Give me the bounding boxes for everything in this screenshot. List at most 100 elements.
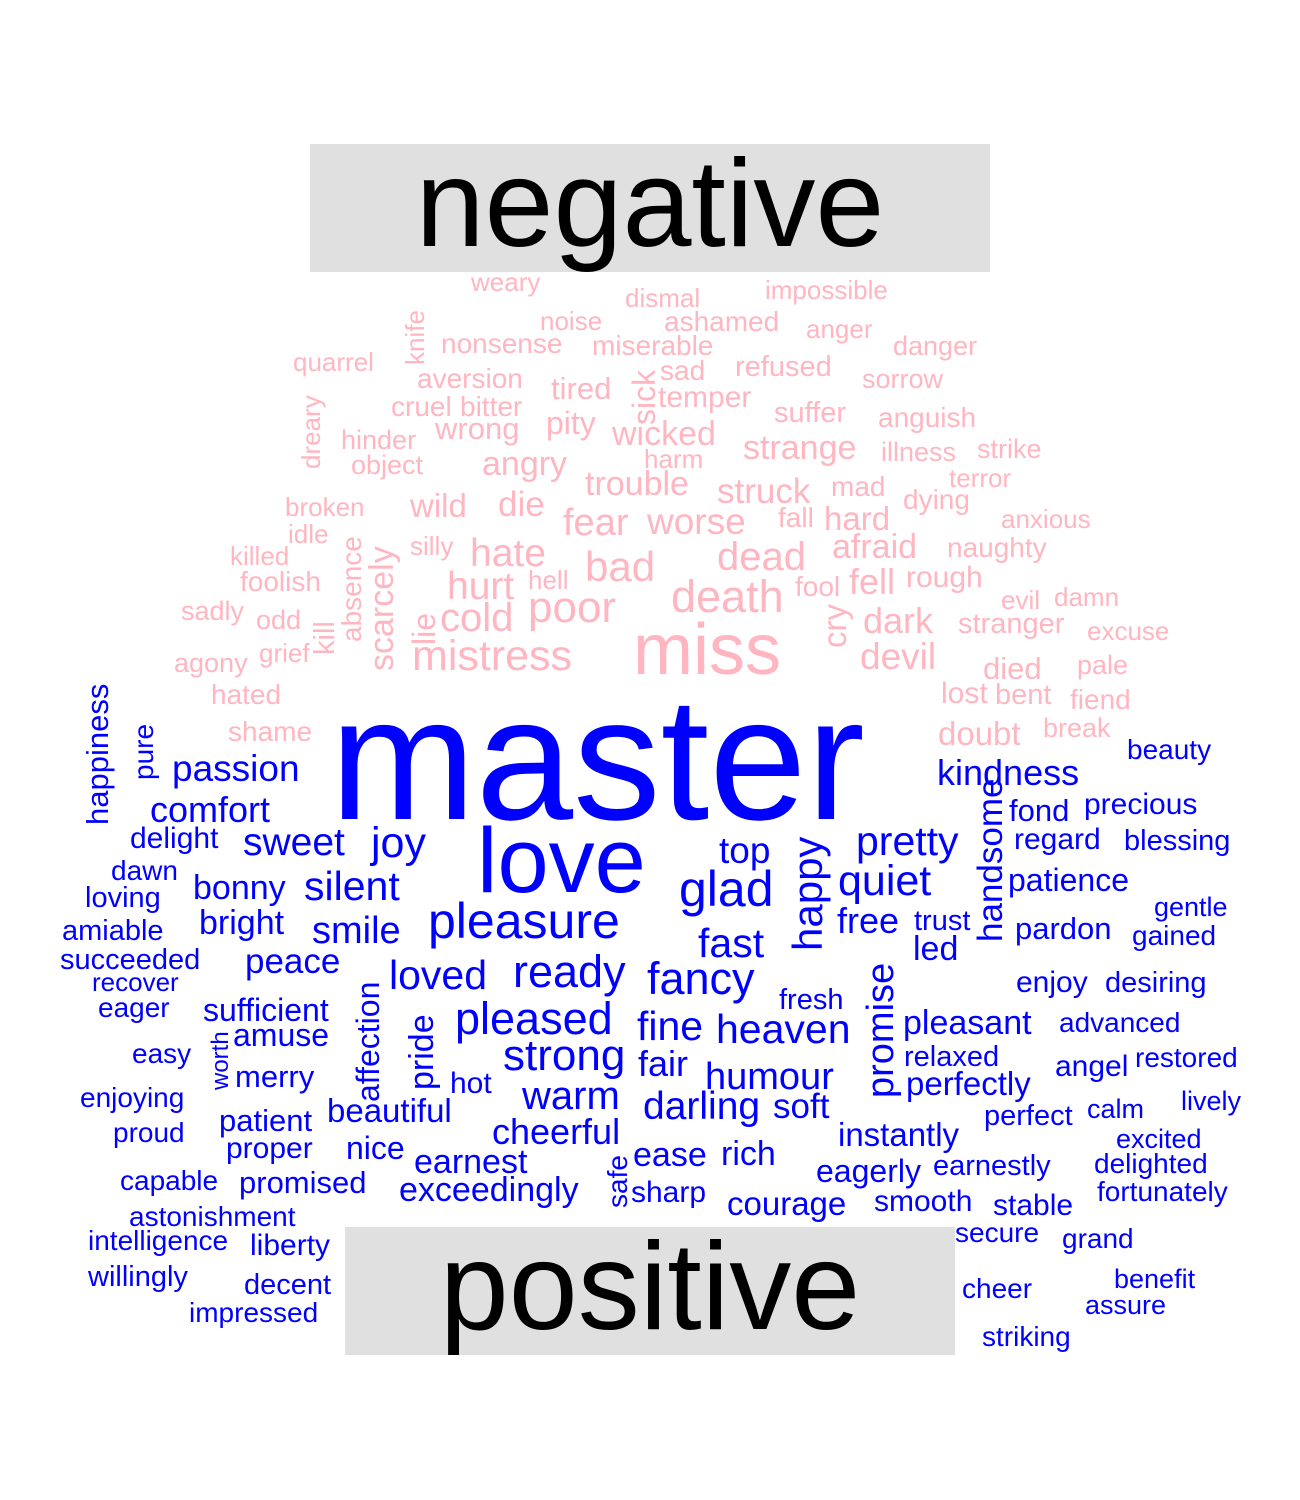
positive-word-happiness: happiness [80, 683, 115, 826]
positive-word-intelligence: intelligence [88, 1225, 229, 1256]
negative-word-died: died [983, 651, 1042, 686]
positive-word-patience: patience [1008, 862, 1129, 898]
positive-word-relaxed: relaxed [904, 1041, 1000, 1073]
negative-word-hate: hate [470, 532, 546, 575]
positive-word-blessing: blessing [1124, 825, 1231, 857]
negative-word-fall: fall [778, 502, 814, 533]
negative-word-wrong: wrong [435, 411, 520, 446]
negative-word-dead: dead [717, 535, 806, 579]
negative-word-pale: pale [1077, 650, 1129, 680]
negative-word-object: object [351, 450, 424, 480]
negative-word-hell: hell [528, 565, 569, 595]
negative-word-agony: agony [174, 648, 248, 678]
positive-word-capable: capable [120, 1165, 219, 1196]
negative-word-evil: evil [1001, 585, 1041, 615]
positive-word-pure: pure [128, 724, 159, 781]
positive-word-dawn: dawn [111, 855, 178, 886]
negative-word-aversion: aversion [417, 363, 523, 394]
positive-word-eager: eager [98, 992, 170, 1023]
positive-word-fast: fast [698, 920, 765, 966]
positive-word-hot: hot [450, 1067, 492, 1100]
positive-label: positive [345, 1227, 955, 1355]
positive-word-fair: fair [638, 1043, 689, 1084]
negative-word-knife: knife [400, 309, 430, 365]
negative-word-hinder: hinder [341, 425, 417, 455]
negative-word-fool: fool [795, 571, 841, 602]
positive-word-proud: proud [113, 1117, 185, 1148]
negative-word-strange: strange [743, 429, 857, 467]
positive-word-enjoying: enjoying [80, 1082, 185, 1113]
negative-word-rough: rough [906, 561, 983, 594]
negative-word-bent: bent [995, 679, 1052, 711]
positive-word-pretty: pretty [856, 818, 959, 864]
positive-word-safe: safe [602, 1155, 633, 1209]
negative-word-hurt: hurt [447, 565, 515, 608]
positive-word-peace: peace [245, 942, 341, 981]
positive-word-handsome: handsome [971, 778, 1010, 942]
positive-word-sufficient: sufficient [203, 992, 329, 1028]
negative-word-afraid: afraid [832, 528, 918, 566]
positive-word-fond: fond [1009, 793, 1070, 828]
negative-word-killed: killed [230, 541, 290, 571]
positive-word-fortunately: fortunately [1097, 1176, 1228, 1207]
negative-word-pity: pity [546, 405, 596, 441]
positive-word-free: free [837, 900, 900, 941]
negative-word-danger: danger [893, 331, 978, 361]
positive-word-liberty: liberty [250, 1229, 331, 1262]
positive-word-gentle: gentle [1154, 892, 1228, 922]
negative-word-bad: bad [585, 543, 656, 590]
positive-word-bright: bright [199, 904, 285, 942]
negative-word-scarcely: scarcely [363, 546, 401, 672]
negative-word-mistress: mistress [412, 632, 573, 680]
positive-word-angel: angel [1055, 1050, 1129, 1083]
negative-word-illness: illness [881, 437, 957, 467]
positive-word-fresh: fresh [779, 984, 844, 1016]
negative-word-death: death [671, 571, 784, 622]
negative-word-silly: silly [410, 531, 454, 561]
positive-word-merry: merry [235, 1059, 315, 1094]
positive-word-regard: regard [1014, 823, 1101, 856]
positive-word-excited: excited [1116, 1124, 1202, 1154]
negative-word-strike: strike [977, 434, 1042, 464]
positive-word-earnestly: earnestly [933, 1150, 1051, 1182]
positive-word-perfect: perfect [984, 1100, 1073, 1132]
positive-word-assure: assure [1085, 1290, 1167, 1320]
positive-word-fine: fine [637, 1003, 704, 1049]
positive-word-calm: calm [1087, 1094, 1145, 1124]
negative-word-ashamed: ashamed [664, 306, 780, 337]
positive-word-heaven: heaven [716, 1006, 851, 1052]
positive-label-text: positive [439, 1227, 861, 1355]
negative-word-cruel: cruel [391, 391, 452, 422]
positive-word-gained: gained [1132, 920, 1217, 951]
negative-word-bitter: bitter [460, 391, 523, 422]
negative-word-sorrow: sorrow [862, 364, 944, 394]
positive-word-decent: decent [244, 1269, 332, 1301]
positive-word-earnest: earnest [414, 1143, 528, 1181]
negative-word-worse: worse [647, 501, 746, 542]
negative-word-damn: damn [1054, 582, 1120, 612]
positive-word-top: top [719, 830, 771, 871]
positive-word-happy: happy [784, 836, 831, 952]
positive-word-glad: glad [679, 861, 774, 917]
positive-word-smooth: smooth [874, 1185, 973, 1218]
positive-word-passion: passion [172, 748, 300, 789]
positive-word-sweet: sweet [243, 821, 345, 864]
negative-word-shame: shame [228, 716, 313, 747]
negative-word-tired: tired [551, 371, 612, 406]
negative-word-impossible: impossible [765, 275, 888, 305]
positive-word-enjoy: enjoy [1016, 966, 1088, 999]
negative-word-fell: fell [849, 561, 896, 602]
positive-word-promise: promise [860, 963, 902, 1099]
positive-word-succeeded: succeeded [60, 944, 201, 976]
negative-word-lost: lost [941, 677, 988, 710]
positive-word-bonny: bonny [193, 869, 286, 907]
positive-word-strong: strong [503, 1031, 626, 1080]
negative-word-sadly: sadly [181, 596, 245, 626]
negative-word-anguish: anguish [878, 402, 977, 433]
positive-word-beautiful: beautiful [327, 1092, 452, 1129]
negative-word-kill: kill [309, 621, 341, 656]
negative-word-harm: harm [644, 444, 704, 474]
negative-word-excuse: excuse [1087, 616, 1170, 646]
negative-word-die: die [498, 485, 545, 524]
positive-word-delighted: delighted [1094, 1148, 1208, 1179]
